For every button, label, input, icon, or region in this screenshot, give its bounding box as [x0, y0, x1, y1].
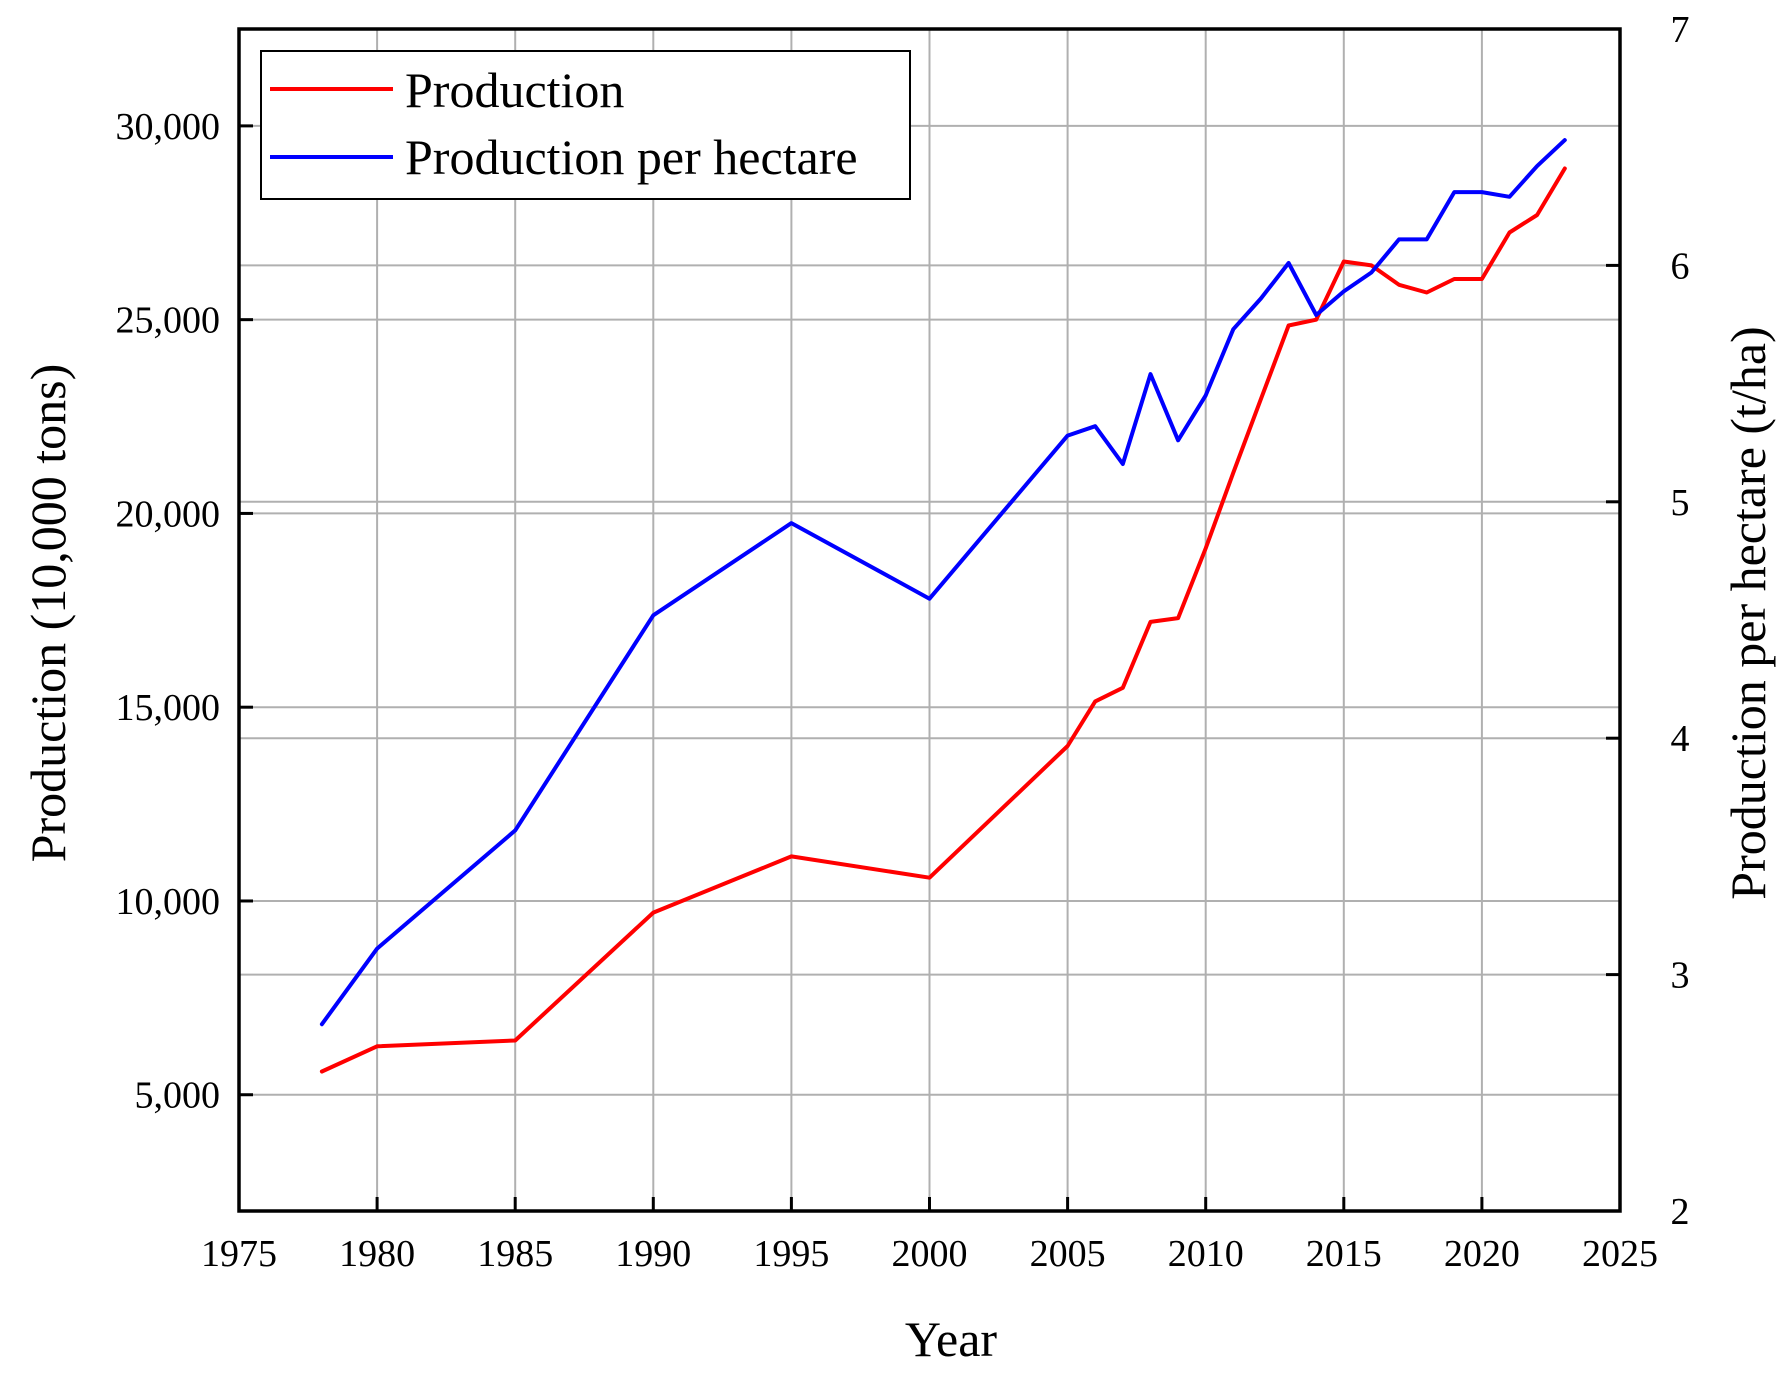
y-tick-label: 20,000 [116, 493, 221, 535]
x-tick-label: 1980 [339, 1233, 415, 1275]
y2-tick-label: 2 [1671, 1191, 1690, 1233]
x-tick-label: 2015 [1306, 1233, 1382, 1275]
left-y-axis-title: Production (10,000 tons) [20, 364, 76, 863]
y2-tick-label: 4 [1671, 718, 1690, 760]
x-tick-label: 1975 [201, 1233, 277, 1275]
vertical-gridlines [376, 29, 1483, 1211]
legend-label-production: Production [405, 62, 624, 118]
series-line-production [319, 166, 1567, 1074]
axis-ticks [237, 27, 1622, 1213]
x-tick-label: 1985 [477, 1233, 553, 1275]
x-tick-label: 2010 [1168, 1233, 1244, 1275]
series-line-production-per-hectare [319, 138, 1567, 1027]
x-tick-label: 1990 [615, 1233, 691, 1275]
y2-tick-label: 5 [1671, 482, 1690, 524]
x-tick-label: 1995 [753, 1233, 829, 1275]
legend-box [260, 50, 911, 200]
legend-label-production-per-hectare: Production per hectare [405, 129, 858, 185]
y-tick-label: 5,000 [135, 1075, 221, 1117]
y2-tick-label: 3 [1671, 955, 1690, 997]
legend: Production Production per hectare [260, 50, 911, 200]
x-tick-label: 2000 [892, 1233, 968, 1275]
x-tick-label: 2025 [1582, 1233, 1658, 1275]
axis-tick-labels: 1975 1980 1985 1990 1995 2000 2005 2010 2015 2020… [116, 9, 1690, 1275]
y-tick-label: 10,000 [116, 881, 221, 923]
y2-tick-label: 7 [1671, 9, 1690, 51]
y-tick-label: 25,000 [116, 300, 221, 342]
y-tick-label: 15,000 [116, 687, 221, 729]
y-tick-label: 30,000 [116, 106, 221, 148]
x-axis-title: Year [905, 1311, 997, 1367]
right-y-axis-title: Production per hectare (t/ha) [1720, 326, 1776, 899]
x-tick-label: 2020 [1444, 1233, 1520, 1275]
data-series [319, 138, 1567, 1074]
y2-tick-label: 6 [1671, 245, 1690, 287]
x-tick-label: 2005 [1030, 1233, 1106, 1275]
